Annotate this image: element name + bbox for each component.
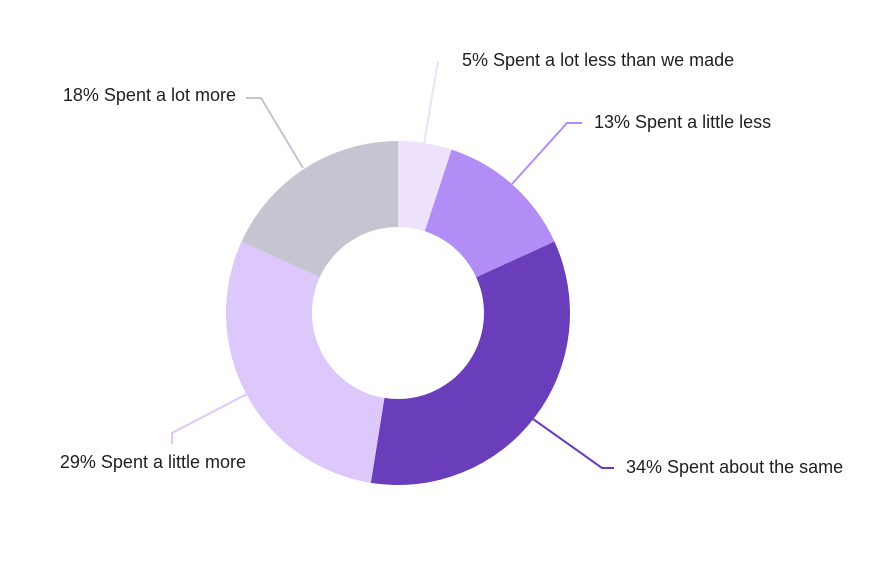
slice-spent-a-little-less <box>424 149 555 278</box>
slice-label: 13% Spent a little less <box>594 112 771 132</box>
leader-line <box>511 122 582 185</box>
slice-spent-about-the-same <box>370 241 570 485</box>
leader-lines <box>171 60 614 469</box>
slice-label: 29% Spent a little more <box>60 452 246 472</box>
slice-label: 18% Spent a lot more <box>63 85 236 105</box>
leader-line <box>423 60 439 145</box>
slice-labels: 5% Spent a lot less than we made 13% Spen… <box>60 50 843 477</box>
leader-line <box>246 97 304 169</box>
donut-slices <box>226 141 570 485</box>
slice-label: 34% Spent about the same <box>626 457 843 477</box>
slice-spent-a-lot-less-than-we-made <box>398 141 452 232</box>
leader-line <box>171 393 248 444</box>
leader-line <box>532 418 614 469</box>
slice-spent-a-lot-more <box>241 141 398 278</box>
slice-spent-a-little-more <box>226 241 385 483</box>
slice-label: 5% Spent a lot less than we made <box>462 50 734 70</box>
